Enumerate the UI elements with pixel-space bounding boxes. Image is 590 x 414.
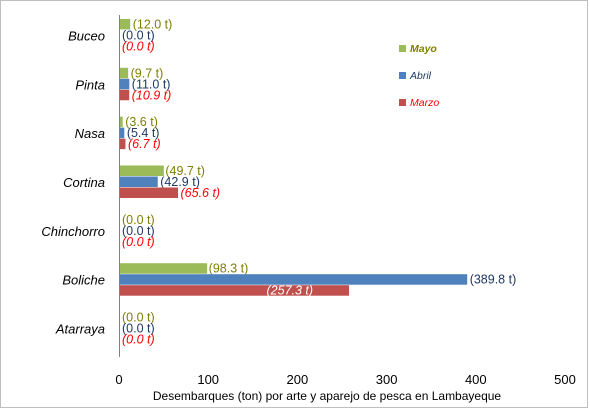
- x-tick-label-400: 400: [465, 372, 487, 387]
- data-label-pinta-abril: (11.0 t): [132, 77, 171, 91]
- data-label-pinta-mayo: (9.7 t): [131, 66, 164, 80]
- legend-label-mayo: Mayo: [410, 43, 437, 55]
- category-label-chinchorro: Chinchorro: [41, 224, 105, 239]
- bar-nasa-abril: [119, 127, 125, 139]
- data-label-cortina-mayo: (49.7 t): [165, 164, 205, 178]
- legend-swatch-mayo: [399, 45, 406, 52]
- category-label-buceo: Buceo: [68, 28, 105, 43]
- data-label-boliche-mayo: (98.3 t): [209, 262, 249, 276]
- bar-buceo-mayo: [119, 18, 131, 30]
- x-tick-label-100: 100: [197, 372, 219, 387]
- data-label-atarraya-marzo: (0.0 t): [122, 333, 155, 347]
- data-label-nasa-abril: (5.4 t): [127, 126, 160, 140]
- bar-cortina-mayo: [119, 165, 164, 176]
- legend-label-marzo: Marzo: [410, 97, 439, 109]
- bar-pinta-abril: [119, 78, 130, 90]
- data-label-chinchorro-marzo: (0.0 t): [122, 235, 155, 249]
- x-tick-label-300: 300: [376, 372, 398, 387]
- x-tick-label-500: 500: [554, 372, 576, 387]
- category-label-atarraya: Atarraya: [55, 322, 105, 337]
- data-label-buceo-abril: (0.0 t): [122, 28, 155, 42]
- data-label-boliche-abril: (389.8 t): [470, 273, 517, 287]
- data-label-chinchorro-abril: (0.0 t): [122, 224, 155, 238]
- bar-boliche-marzo: [119, 285, 350, 296]
- data-label-cortina-abril: (42.9 t): [160, 175, 200, 189]
- bar-pinta-marzo: [119, 89, 130, 101]
- data-label-pinta-marzo: (10.9 t): [132, 88, 172, 102]
- data-label-atarraya-mayo: (0.0 t): [122, 311, 155, 325]
- bar-cortina-abril: [119, 176, 158, 187]
- bar-cortina-marzo: [119, 187, 179, 198]
- x-axis-title: Desembarques (ton) por arte y aparejo de…: [153, 389, 502, 403]
- data-label-buceo-marzo: (0.0 t): [122, 39, 155, 53]
- legend-swatch-marzo: [399, 99, 406, 106]
- bar-nasa-mayo: [119, 116, 123, 128]
- data-label-chinchorro-mayo: (0.0 t): [122, 213, 155, 227]
- bar-boliche-mayo: [119, 263, 208, 274]
- data-label-atarraya-abril: (0.0 t): [122, 322, 155, 336]
- category-label-boliche: Boliche: [62, 273, 105, 288]
- data-label-boliche-marzo: (257.3 t): [267, 284, 314, 298]
- bar-nasa-marzo: [119, 138, 126, 150]
- x-tick-label-200: 200: [287, 372, 309, 387]
- bar-pinta-mayo: [119, 67, 129, 79]
- data-label-buceo-mayo: (12.0 t): [133, 17, 173, 31]
- legend-swatch-abril: [399, 72, 406, 79]
- category-label-cortina: Cortina: [63, 175, 105, 190]
- data-label-nasa-mayo: (3.6 t): [125, 115, 158, 129]
- x-tick-label-0: 0: [115, 372, 122, 387]
- data-label-nasa-marzo: (6.7 t): [128, 137, 161, 151]
- data-label-cortina-marzo: (65.6 t): [181, 186, 221, 200]
- category-label-nasa: Nasa: [75, 126, 105, 141]
- category-label-pinta: Pinta: [75, 77, 105, 92]
- legend-label-abril: Abril: [409, 70, 432, 82]
- bar-boliche-abril: [119, 274, 468, 285]
